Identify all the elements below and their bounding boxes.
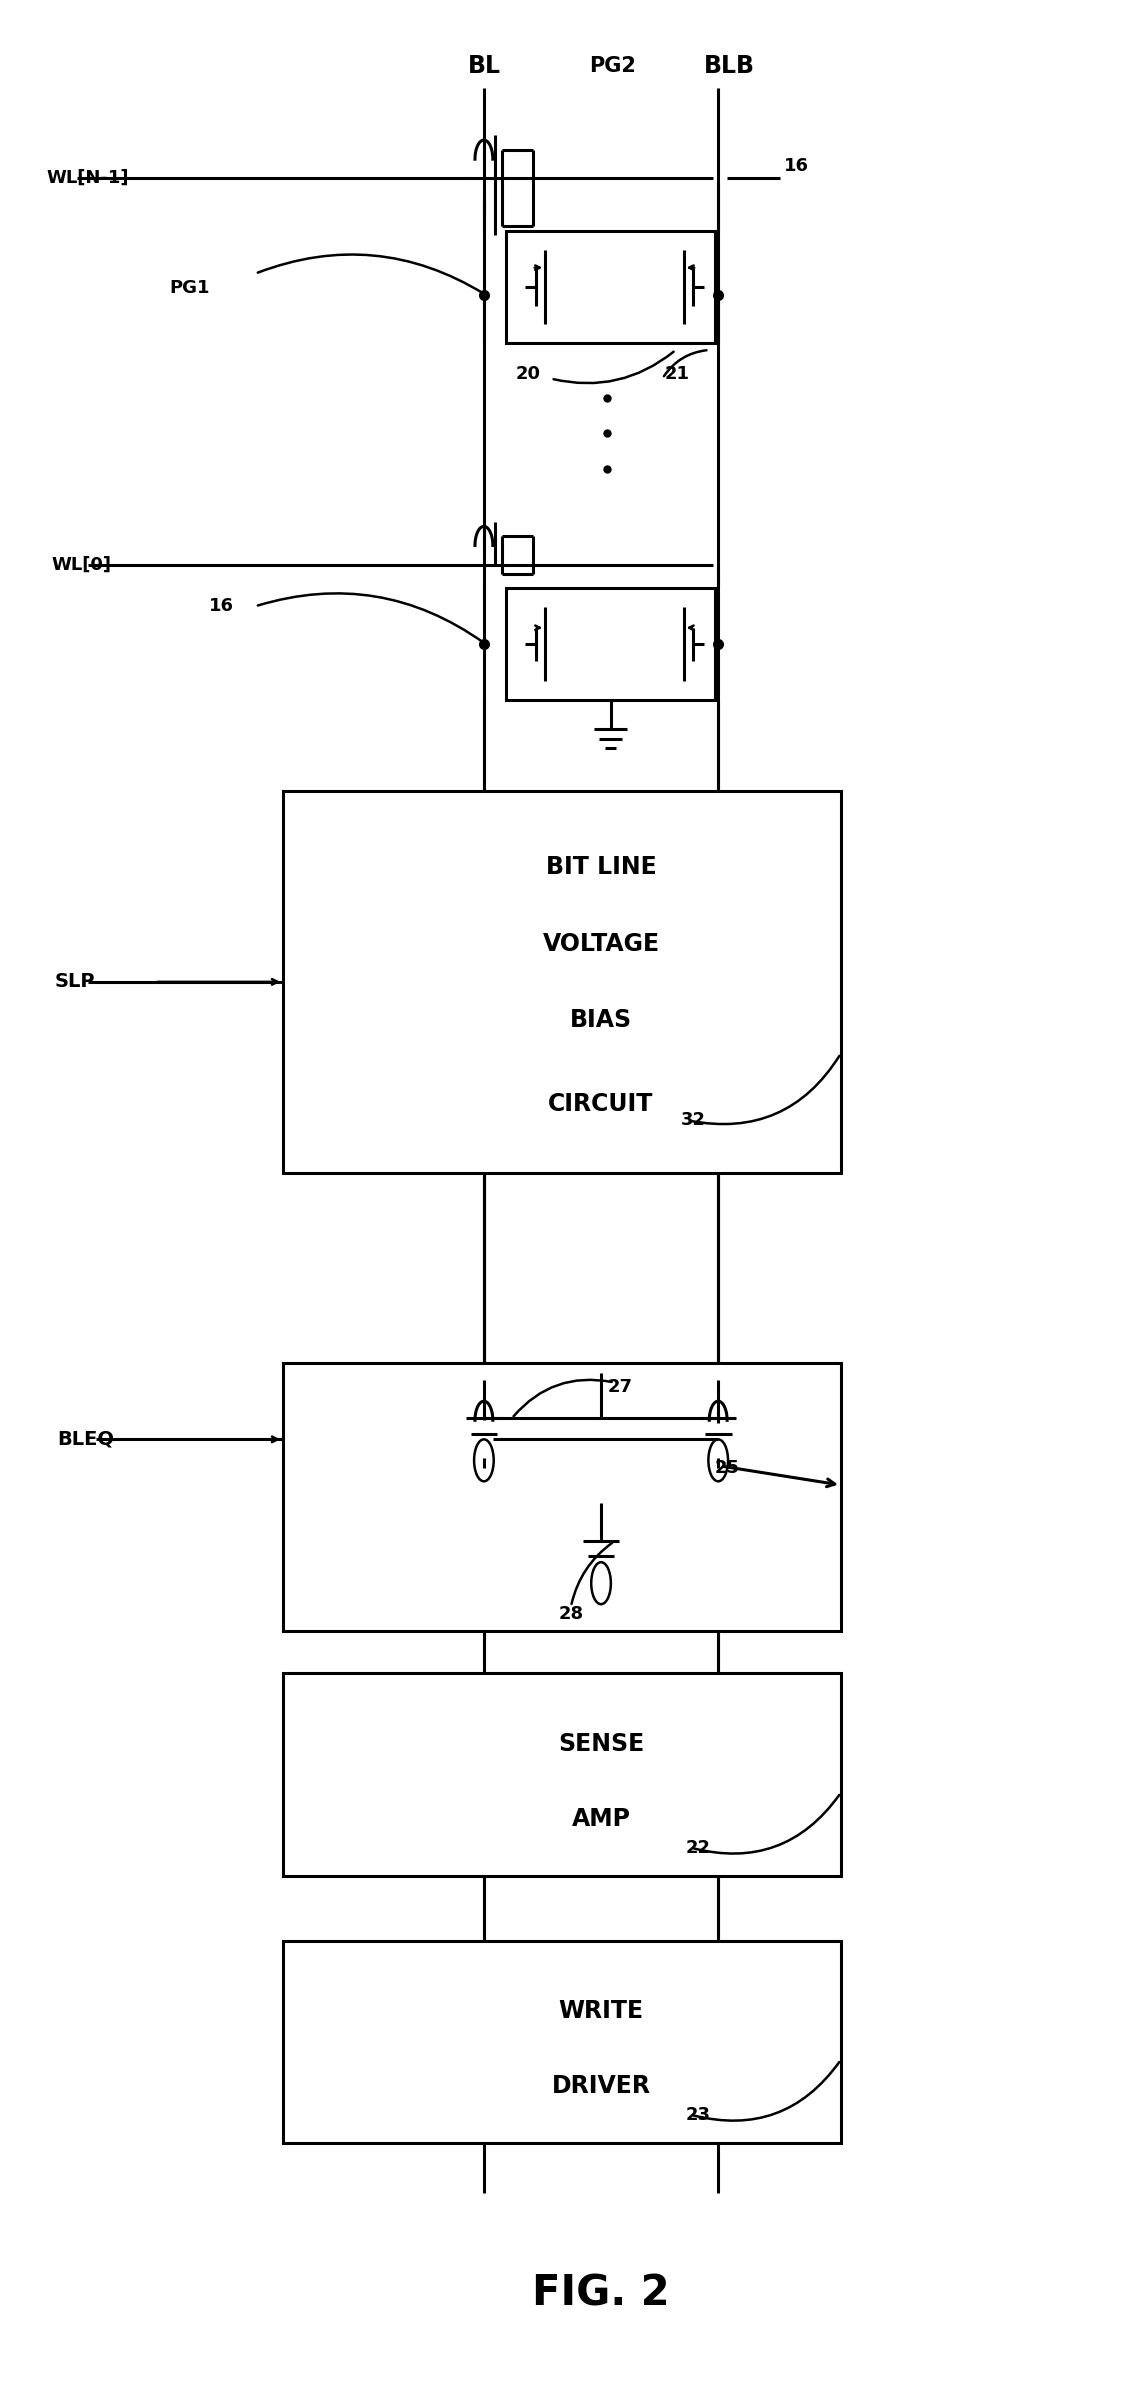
Text: VOLTAGE: VOLTAGE [543,931,660,955]
Text: PG2: PG2 [589,55,636,77]
Text: 22: 22 [686,1838,710,1857]
Bar [506,230,715,342]
Text: 21: 21 [664,364,689,383]
Text: PG1: PG1 [170,280,210,297]
Text: DRIVER: DRIVER [552,2075,651,2099]
Text: CIRCUIT: CIRCUIT [549,1091,654,1115]
Text: FIG. 2: FIG. 2 [533,2273,670,2314]
Text: 20: 20 [516,364,541,383]
Text: 23: 23 [686,2106,710,2123]
Text: 16: 16 [209,598,234,615]
Text: WRITE: WRITE [559,2001,644,2024]
Text: BL: BL [468,55,500,79]
Text: SLP: SLP [54,972,94,991]
Text: BIT LINE: BIT LINE [545,854,656,878]
Text: 16: 16 [783,158,809,175]
Bar [283,1364,841,1630]
Bar [283,1941,841,2144]
Text: AMP: AMP [571,1807,631,1831]
Text: 27: 27 [607,1378,633,1395]
Text: 25: 25 [715,1460,740,1476]
Text: WL[0]: WL[0] [51,555,111,574]
Text: SENSE: SENSE [558,1733,644,1756]
Text: WL[N-1]: WL[N-1] [46,170,129,187]
Bar [283,1673,841,1876]
Text: 32: 32 [681,1110,706,1129]
Bar [506,589,715,701]
Text: BIAS: BIAS [570,1007,632,1031]
Text: BLEQ: BLEQ [57,1431,115,1448]
Text: BLB: BLB [704,55,755,79]
Bar [283,792,841,1173]
Text: 28: 28 [559,1606,583,1622]
